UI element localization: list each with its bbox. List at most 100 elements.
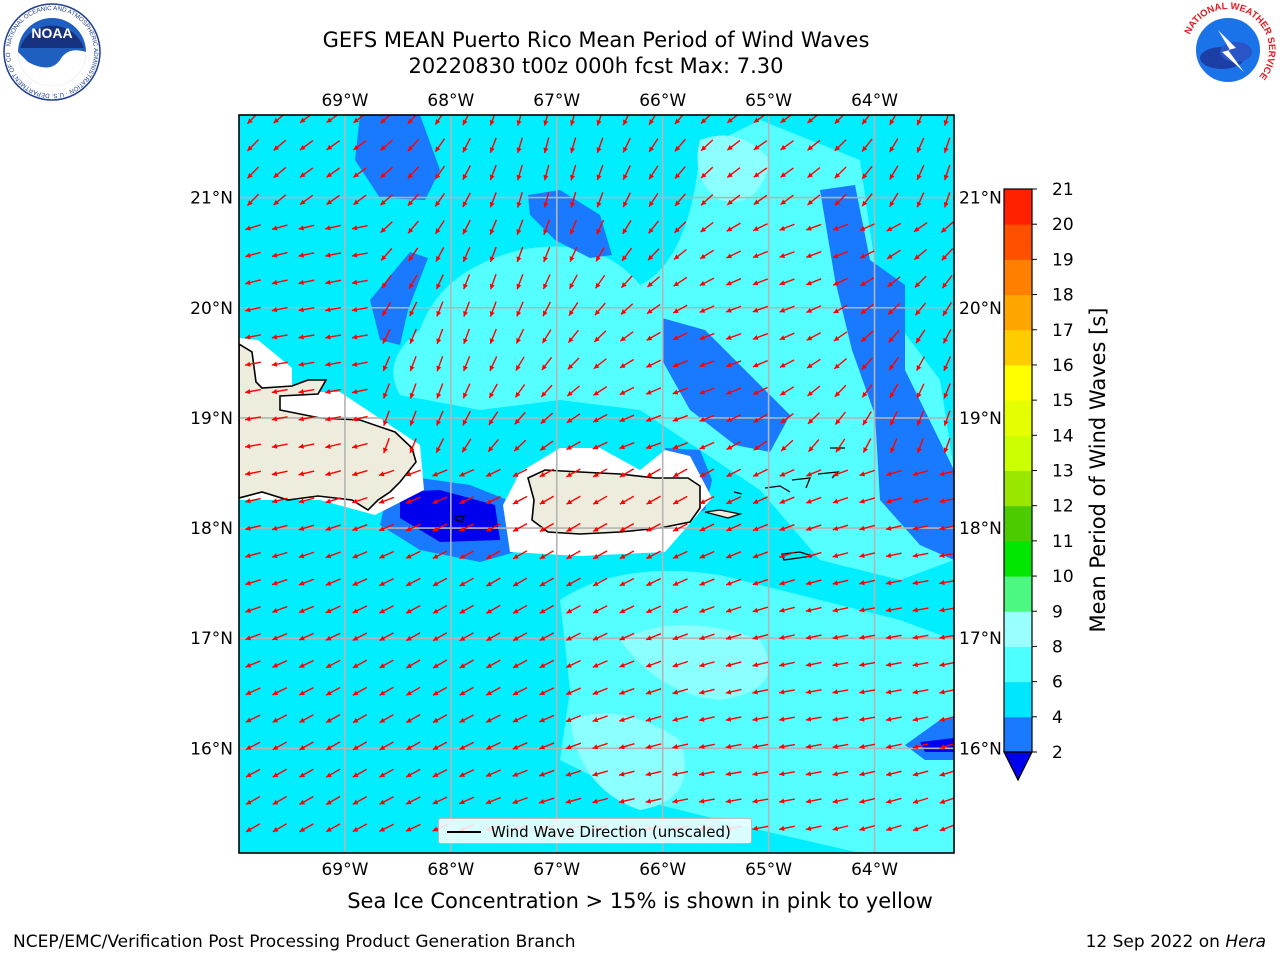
wind-arrow: [886, 222, 902, 232]
colorbar-tick-label: 6: [1052, 673, 1063, 693]
colorbar-tick-label: 11: [1052, 532, 1074, 552]
colorbar-bin: [1004, 646, 1032, 683]
wind-arrow: [565, 742, 582, 750]
wind-arrow: [458, 796, 475, 805]
wind-arrow: [459, 496, 475, 505]
wind-wave-direction-arrows: [245, 115, 954, 833]
wind-arrow: [939, 797, 954, 804]
wind-arrow: [246, 115, 257, 125]
wind-arrow: [726, 468, 742, 478]
wind-arrow: [619, 632, 635, 641]
colorbar-tick-label: 8: [1052, 637, 1063, 657]
wind-arrow: [916, 115, 923, 126]
wind-arrow: [912, 689, 929, 695]
land-puerto-rico: [527, 469, 701, 535]
wind-arrow: [672, 743, 689, 750]
wind-arrow: [889, 138, 899, 153]
lat-label-left: 21°N: [190, 189, 233, 209]
wind-arrow: [885, 524, 902, 531]
colorbar-under-triangle: [1003, 751, 1033, 782]
wind-arrow: [565, 659, 581, 669]
wind-arrow: [459, 468, 475, 477]
wind-arrow: [463, 274, 471, 290]
wind-arrow: [380, 194, 393, 206]
wind-arrow: [725, 688, 742, 695]
wind-arrow: [833, 304, 848, 314]
wind-arrow: [779, 468, 795, 477]
wind-arrow: [806, 469, 822, 477]
wind-arrow: [463, 356, 471, 372]
map-frame: [238, 114, 955, 854]
wind-arrow: [594, 274, 606, 289]
wind-arrow: [885, 797, 902, 804]
wind-arrow: [699, 550, 715, 559]
colorbar-tick-label: 20: [1052, 215, 1074, 235]
wind-arrow: [298, 605, 315, 614]
wind-arrow: [325, 795, 341, 806]
wind-arrow: [539, 604, 555, 614]
wind-arrow: [940, 221, 954, 234]
wind-arrow: [805, 579, 822, 586]
wind-arrow: [726, 139, 741, 151]
contour-2-4-band-2: [528, 190, 612, 258]
wind-arrow: [432, 741, 448, 751]
colorbar-tick-label: 17: [1052, 321, 1074, 341]
wind-arrow: [245, 660, 261, 668]
wind-arrow: [699, 633, 715, 641]
wind-arrow: [489, 274, 497, 290]
colorbar-bin: [1004, 435, 1032, 471]
wind-arrow: [271, 605, 288, 613]
wind-arrow: [672, 468, 688, 478]
wind-arrow: [913, 248, 928, 261]
lat-label-right: 20°N: [959, 299, 1002, 319]
wind-arrow: [672, 495, 688, 505]
wind-arrow: [380, 248, 393, 261]
wind-arrow: [832, 770, 849, 777]
wind-arrow: [753, 440, 768, 451]
contour-2-4-band-5: [820, 185, 954, 560]
wind-arrow: [806, 331, 822, 341]
wind-arrow: [885, 552, 902, 558]
wind-arrow: [432, 768, 448, 778]
plot-subtitle: 20220830 t00z 000h fcst Max: 7.30: [408, 54, 784, 78]
wind-arrow: [700, 221, 714, 233]
colorbar-bin: [1004, 189, 1032, 225]
wind-arrow: [512, 797, 528, 804]
wind-arrow: [942, 328, 952, 344]
wind-arrow: [592, 742, 608, 750]
wind-arrow: [725, 716, 742, 722]
wind-arrow: [352, 741, 368, 751]
wind-arrow: [861, 357, 874, 371]
wind-arrow: [299, 194, 314, 206]
wind-arrow: [298, 252, 315, 258]
wind-arrow: [378, 577, 395, 587]
wind-arrow: [859, 634, 876, 640]
wind-arrow: [299, 714, 314, 724]
wind-arrow: [405, 686, 421, 696]
wind-arrow: [512, 659, 528, 669]
wind-arrow: [271, 524, 288, 531]
wind-arrow: [673, 221, 687, 234]
wind-arrow: [805, 825, 822, 831]
wind-arrow: [780, 194, 794, 206]
wind-arrow: [752, 278, 769, 286]
wind-arrow: [380, 139, 393, 152]
wind-arrow: [383, 410, 390, 427]
wind-arrow: [542, 274, 551, 290]
wind-arrow: [489, 137, 497, 154]
wind-arrow: [325, 361, 342, 367]
wind-arrow: [463, 301, 471, 317]
wind-arrow: [435, 274, 444, 290]
wind-arrow: [916, 137, 925, 153]
wind-arrow: [436, 355, 444, 372]
wind-arrow: [486, 577, 501, 587]
wind-arrow: [409, 383, 417, 399]
wind-arrow: [699, 661, 715, 668]
colorbar-title: Mean Period of Wind Waves [s]: [1086, 308, 1110, 633]
wind-arrow: [885, 469, 902, 477]
contour-8-9-patch-b: [697, 135, 770, 202]
colorbar-bin: [1004, 505, 1032, 542]
wind-arrow: [645, 688, 662, 695]
wind-arrow: [271, 388, 288, 395]
wind-arrow: [271, 470, 288, 477]
